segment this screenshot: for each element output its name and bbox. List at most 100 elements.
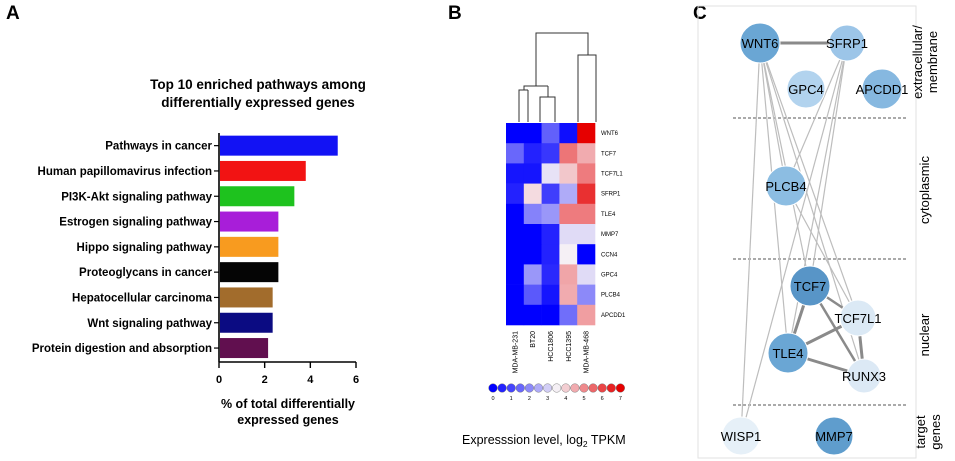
bar bbox=[220, 186, 295, 207]
bar bbox=[220, 262, 279, 283]
heatmap-row-label: CCN4 bbox=[601, 252, 618, 258]
heatmap-cell bbox=[577, 244, 596, 265]
bar-x-tick-label: 4 bbox=[307, 374, 314, 386]
bar-category-label: Hepatocellular carcinoma bbox=[72, 292, 213, 304]
network-node-label: WNT6 bbox=[742, 36, 779, 51]
zone-label: nuclear bbox=[917, 313, 932, 356]
bar bbox=[220, 287, 273, 308]
heatmap-row-label: MMP7 bbox=[601, 232, 619, 238]
bar-category-label: Hippo signaling pathway bbox=[77, 242, 213, 254]
bar-x-tick-label: 2 bbox=[262, 374, 268, 386]
heatmap-cell bbox=[523, 123, 542, 144]
bar-category-label: Estrogen signaling pathway bbox=[59, 217, 212, 229]
heatmap-row-label: GPC4 bbox=[601, 273, 618, 279]
bar bbox=[220, 135, 338, 156]
colorbar-tick-label: 4 bbox=[564, 396, 567, 402]
colorbar-title: Expresssion level, log2 TPKM bbox=[462, 433, 626, 449]
panel-letter-c: C bbox=[693, 3, 707, 24]
heatmap-column-label: HCC1395 bbox=[566, 331, 573, 362]
colorbar-dot bbox=[561, 383, 571, 393]
colorbar-tick-label: 6 bbox=[601, 396, 604, 402]
heatmap-cell bbox=[541, 143, 560, 164]
network-node-label: TLE4 bbox=[772, 346, 803, 361]
heatmap-row-label: SFRP1 bbox=[601, 192, 621, 198]
heatmap-cell bbox=[541, 163, 560, 184]
bar-x-axis-title-line-1: % of total differentially bbox=[221, 397, 355, 411]
bar-category-label: Proteoglycans in cancer bbox=[79, 267, 212, 279]
heatmap-cell bbox=[559, 304, 578, 326]
network-edge bbox=[740, 42, 848, 437]
column-dendrogram bbox=[518, 32, 597, 122]
heatmap-cell bbox=[506, 264, 525, 285]
colorbar-tick-label: 2 bbox=[528, 396, 531, 402]
heatmap-cell bbox=[559, 183, 578, 205]
dendrogram-branch bbox=[535, 32, 589, 86]
network-node bbox=[861, 68, 903, 110]
colorbar-dot bbox=[488, 383, 498, 393]
bar-x-tick-label: 6 bbox=[353, 374, 359, 386]
bar-chart-title-line-2: differentially expressed genes bbox=[161, 95, 355, 110]
bar-category-label: PI3K-Akt signaling pathway bbox=[61, 191, 212, 203]
heatmap-row-label: TCF7 bbox=[601, 151, 617, 157]
heatmap-row-label: PLCB4 bbox=[601, 293, 621, 299]
heatmap-cell bbox=[541, 264, 560, 285]
dendrogram-branch bbox=[523, 85, 548, 90]
heatmap-cell bbox=[506, 284, 525, 306]
network-node bbox=[739, 22, 781, 64]
pathway-bar-chart: Top 10 enriched pathways among different… bbox=[32, 77, 366, 427]
network-node bbox=[846, 358, 882, 394]
colorbar-dot bbox=[515, 383, 525, 393]
network-node bbox=[828, 24, 866, 62]
zone-label: targetgenes bbox=[913, 414, 943, 450]
heatmap-cell bbox=[541, 284, 560, 306]
network-edge bbox=[759, 42, 859, 319]
bar bbox=[220, 160, 306, 181]
network-node-label: GPC4 bbox=[788, 82, 823, 97]
heatmap-cell bbox=[541, 203, 560, 225]
heatmap-cell bbox=[523, 183, 542, 205]
heatmap-cell bbox=[506, 244, 525, 265]
network-node bbox=[786, 69, 826, 109]
dendrogram-branch bbox=[518, 89, 529, 122]
heatmap-cell bbox=[559, 123, 578, 144]
network-frame bbox=[697, 5, 917, 459]
heatmap-cell bbox=[523, 304, 542, 326]
bar bbox=[220, 312, 273, 333]
colorbar-dot bbox=[506, 383, 516, 393]
network-node-label: PLCB4 bbox=[765, 179, 806, 194]
network-node bbox=[814, 416, 854, 456]
bar-x-axis-title-line-2: expressed genes bbox=[237, 413, 338, 427]
heatmap-cell bbox=[506, 203, 525, 225]
network-node-label: TCF7L1 bbox=[835, 311, 882, 326]
heatmap-cell bbox=[523, 244, 542, 265]
network-node-label: MMP7 bbox=[815, 429, 853, 444]
heatmap-column-label: MDA-MB-231 bbox=[512, 331, 519, 374]
heatmap-row-label: TCF7L1 bbox=[601, 172, 623, 178]
colorbar-dot bbox=[497, 383, 507, 393]
network-node-label: APCDD1 bbox=[856, 82, 909, 97]
bar bbox=[220, 211, 279, 232]
network-node bbox=[789, 265, 831, 307]
colorbar-dot bbox=[543, 383, 553, 393]
colorbar-dot bbox=[579, 383, 589, 393]
zone-label: extracellular/membrane bbox=[910, 25, 940, 99]
bar-category-label: Protein digestion and absorption bbox=[32, 343, 212, 355]
heatmap-cell bbox=[577, 284, 596, 306]
heatmap-cell bbox=[559, 284, 578, 306]
heatmap-cell bbox=[559, 224, 578, 245]
network-node bbox=[767, 332, 809, 374]
gene-network: extracellular/membrane cytoplasmic nuclear… bbox=[697, 5, 943, 459]
bar-x-tick-label: 0 bbox=[216, 374, 222, 386]
network-edge bbox=[759, 42, 811, 287]
heatmap-cell bbox=[506, 304, 525, 326]
colorbar-dot bbox=[524, 383, 534, 393]
heatmap-cell bbox=[559, 143, 578, 164]
heatmap-cell bbox=[506, 183, 525, 205]
heatmap-cell bbox=[523, 203, 542, 225]
network-edge bbox=[740, 42, 761, 437]
network-node bbox=[721, 416, 761, 456]
colorbar-dot bbox=[588, 383, 598, 393]
network-node-label: RUNX3 bbox=[842, 369, 886, 384]
zone-label: cytoplasmic bbox=[917, 156, 932, 224]
heatmap-cell bbox=[577, 264, 596, 285]
